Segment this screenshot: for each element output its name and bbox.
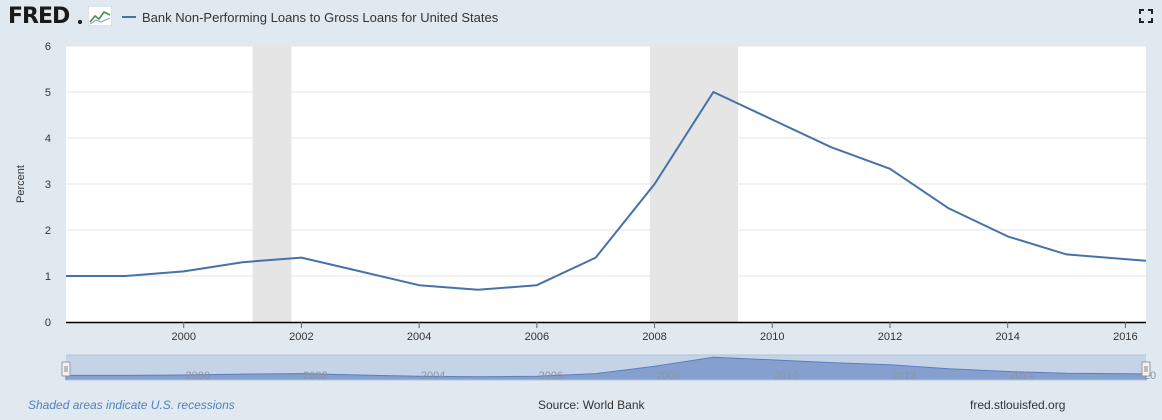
navigator-area — [65, 356, 1147, 381]
navigator-tick-label: 2012 — [892, 370, 916, 382]
x-tick-label: 2006 — [525, 331, 549, 343]
navigator-tick-label: 2010 — [774, 370, 798, 382]
data-point — [1007, 236, 1009, 238]
data-point — [536, 284, 538, 286]
legend-label: Bank Non-Performing Loans to Gross Loans… — [142, 9, 499, 25]
y-tick-label: 0 — [45, 317, 51, 329]
chart-header: FRED Bank Non-Performing Loans to Gross … — [0, 0, 1162, 34]
series-layer — [65, 91, 1147, 291]
x-tick-label: 2016 — [1113, 331, 1137, 343]
recession-note-link[interactable]: Shaded areas indicate U.S. recessions — [28, 398, 235, 412]
fred-logo-dot — [78, 20, 82, 24]
x-tick-label: 2008 — [642, 331, 666, 343]
x-tick-label: 2014 — [995, 331, 1019, 343]
data-point — [1145, 260, 1147, 262]
data-point — [1066, 254, 1068, 256]
data-point — [830, 146, 832, 148]
y-tick-label: 3 — [45, 179, 51, 191]
navigator-tick-label: 2008 — [656, 370, 680, 382]
source-text: Source: World Bank — [538, 398, 645, 412]
y-tick-label: 5 — [45, 87, 51, 99]
x-tick-label: 2010 — [760, 331, 784, 343]
data-point — [183, 271, 185, 273]
data-point — [771, 119, 773, 121]
data-point — [595, 257, 597, 259]
data-point — [65, 275, 67, 277]
navigator-tick-label: 2014 — [1009, 370, 1033, 382]
y-tick-label: 4 — [45, 133, 51, 145]
navigator-tick-label: 2000 — [185, 370, 209, 382]
grid-lines — [66, 45, 1146, 277]
x-tick-label: 2012 — [878, 331, 902, 343]
navigator-handle-right[interactable] — [1141, 361, 1151, 377]
fullscreen-icon[interactable] — [1139, 9, 1153, 23]
x-tick-label: 2002 — [289, 331, 313, 343]
series-line — [66, 91, 1147, 291]
fred-chart-icon — [88, 6, 112, 26]
data-point — [713, 91, 715, 93]
site-link[interactable]: fred.stlouisfed.org — [970, 398, 1066, 412]
navigator-tick-label: 2004 — [421, 370, 445, 382]
legend-swatch — [122, 16, 136, 18]
navigator-handle-left[interactable] — [61, 361, 71, 377]
data-point — [477, 289, 479, 291]
y-tick-label: 6 — [45, 41, 51, 53]
navigator-tick-label: 2002 — [303, 370, 327, 382]
chart-legend[interactable]: Bank Non-Performing Loans to Gross Loans… — [122, 9, 498, 25]
y-tick-label: 1 — [45, 271, 51, 283]
y-tick-label: 2 — [45, 225, 51, 237]
axes: 0 1 2 3 4 5 6 2000 2002 2004 2006 2008 2010 2012 2014 2… — [15, 41, 1146, 343]
data-point — [242, 261, 244, 263]
data-point — [418, 284, 420, 286]
x-tick-label: 2000 — [171, 331, 195, 343]
y-axis-label: Percent — [15, 165, 27, 203]
navigator-tick-label: 2006 — [539, 370, 563, 382]
data-point — [359, 271, 361, 273]
data-point — [948, 208, 950, 210]
data-point — [301, 257, 303, 259]
data-point — [654, 183, 656, 185]
x-tick-label: 2004 — [407, 331, 431, 343]
data-point — [124, 275, 126, 277]
data-point — [889, 168, 891, 170]
fred-logo[interactable]: FRED — [8, 4, 70, 29]
